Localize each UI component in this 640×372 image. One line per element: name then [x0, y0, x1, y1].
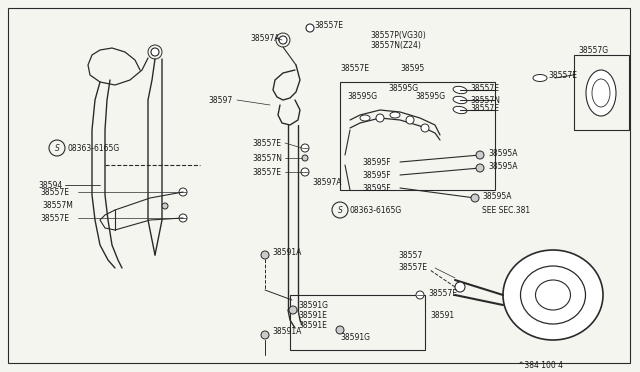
- Ellipse shape: [586, 70, 616, 116]
- Text: 38591E: 38591E: [298, 321, 327, 330]
- Circle shape: [261, 251, 269, 259]
- Ellipse shape: [453, 96, 467, 104]
- Text: 38557E: 38557E: [428, 289, 457, 298]
- Circle shape: [179, 214, 187, 222]
- Circle shape: [336, 326, 344, 334]
- Circle shape: [332, 202, 348, 218]
- Ellipse shape: [453, 86, 467, 94]
- Text: 38557E: 38557E: [398, 263, 427, 273]
- Text: 08363-6165G: 08363-6165G: [350, 205, 403, 215]
- Text: 38595A: 38595A: [488, 148, 518, 157]
- Circle shape: [406, 116, 414, 124]
- Text: 38557P(VG30): 38557P(VG30): [370, 31, 426, 39]
- Circle shape: [162, 203, 168, 209]
- Ellipse shape: [533, 74, 547, 81]
- Text: 38595F: 38595F: [362, 170, 390, 180]
- Text: 38591G: 38591G: [340, 334, 370, 343]
- Text: 38595A: 38595A: [488, 161, 518, 170]
- Circle shape: [279, 36, 287, 44]
- Text: 38557E: 38557E: [40, 187, 69, 196]
- Ellipse shape: [360, 115, 370, 121]
- Text: 38591E: 38591E: [298, 311, 327, 320]
- Text: 38591G: 38591G: [298, 301, 328, 310]
- Circle shape: [416, 291, 424, 299]
- Text: 38591A: 38591A: [272, 247, 301, 257]
- Text: 38595G: 38595G: [388, 83, 418, 93]
- Text: 38595A: 38595A: [482, 192, 511, 201]
- Text: S: S: [54, 144, 60, 153]
- Text: 38595: 38595: [400, 64, 424, 73]
- Ellipse shape: [390, 112, 400, 118]
- Circle shape: [301, 168, 309, 176]
- Text: 38557N: 38557N: [252, 154, 282, 163]
- Text: 38557M: 38557M: [42, 201, 73, 209]
- Circle shape: [261, 331, 269, 339]
- Circle shape: [455, 282, 465, 292]
- Text: 38557E: 38557E: [548, 71, 577, 80]
- Text: 38595G: 38595G: [347, 92, 377, 100]
- Bar: [574, 55, 629, 130]
- Text: 38597A: 38597A: [312, 177, 342, 186]
- Text: 38591: 38591: [430, 311, 454, 320]
- Ellipse shape: [453, 106, 467, 114]
- Text: 38557E: 38557E: [252, 167, 281, 176]
- Circle shape: [289, 306, 297, 314]
- Text: 38557E: 38557E: [314, 20, 343, 29]
- Text: 38597: 38597: [208, 96, 232, 105]
- Bar: [340, 82, 495, 190]
- Circle shape: [421, 124, 429, 132]
- Text: S: S: [337, 205, 342, 215]
- Text: 38557E: 38557E: [470, 83, 499, 93]
- Circle shape: [476, 164, 484, 172]
- Text: 38595F: 38595F: [362, 183, 390, 192]
- Text: 38597A: 38597A: [250, 33, 280, 42]
- Text: 38595F: 38595F: [362, 157, 390, 167]
- Circle shape: [151, 48, 159, 56]
- Circle shape: [376, 114, 384, 122]
- Text: 38591A: 38591A: [272, 327, 301, 337]
- Text: 38557E: 38557E: [470, 103, 499, 112]
- Circle shape: [179, 188, 187, 196]
- Circle shape: [306, 24, 314, 32]
- Circle shape: [302, 155, 308, 161]
- Circle shape: [301, 144, 309, 152]
- Text: ^384 100 4: ^384 100 4: [518, 360, 563, 369]
- Text: 38595G: 38595G: [415, 92, 445, 100]
- Text: 38557E: 38557E: [340, 64, 369, 73]
- Text: 38557E: 38557E: [252, 138, 281, 148]
- Text: 38557N: 38557N: [470, 96, 500, 105]
- Bar: [290, 295, 425, 350]
- Text: 38557: 38557: [398, 250, 422, 260]
- Circle shape: [49, 140, 65, 156]
- Circle shape: [471, 194, 479, 202]
- Text: 38594: 38594: [38, 180, 62, 189]
- Text: SEE SEC.381: SEE SEC.381: [482, 205, 530, 215]
- Text: 38557E: 38557E: [40, 214, 69, 222]
- Circle shape: [476, 151, 484, 159]
- Text: 38557N(Z24): 38557N(Z24): [370, 41, 421, 49]
- Ellipse shape: [503, 250, 603, 340]
- Text: 08363-6165G: 08363-6165G: [67, 144, 119, 153]
- Text: 38557G: 38557G: [578, 45, 608, 55]
